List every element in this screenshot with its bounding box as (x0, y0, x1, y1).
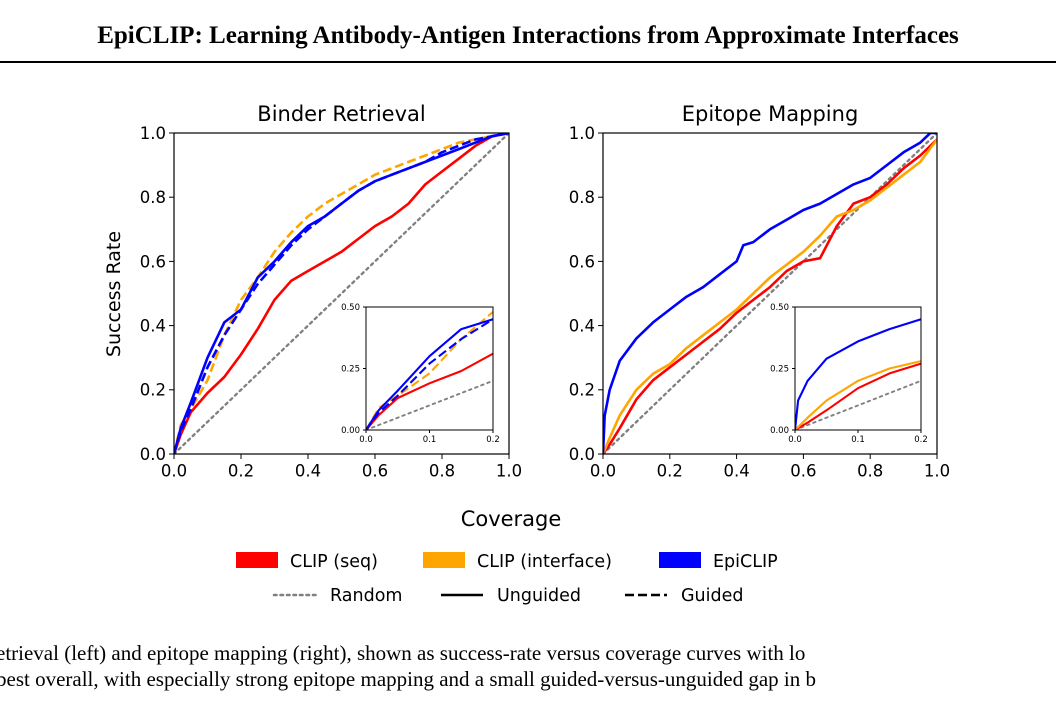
epitope-mapping-title: Epitope Mapping (682, 102, 859, 126)
binder-retrieval-inset-x-tick-label: 0.0 (359, 435, 373, 445)
header-rule (0, 61, 1056, 63)
figure-legend: CLIP (seq) CLIP (interface) EpiCLIP Random U… (236, 552, 778, 606)
binder-retrieval-panel: Binder Retrieval 0.0 0.2 0.4 0.6 0.8 1.0 0.0 0.2… (140, 102, 522, 480)
legend-swatch-epiclip (659, 552, 701, 568)
epitope-mapping-inset-x-tick-label: 0.2 (914, 435, 928, 445)
binder-retrieval-series-epiclip-guided (174, 133, 509, 454)
figure-caption: etrieval (left) and epitope mapping (rig… (0, 640, 1056, 692)
binder-retrieval-x-tick-label: 0.0 (161, 461, 187, 480)
epitope-mapping-series-clip-interface-unguided (603, 138, 937, 454)
epitope-mapping-y-tick-label: 0.8 (569, 188, 595, 207)
caption-line-1: etrieval (left) and epitope mapping (rig… (0, 641, 806, 665)
epitope-mapping-x-tick-label: 0.0 (590, 461, 616, 480)
epitope-mapping-series-random (603, 133, 937, 454)
epitope-mapping-y-tick-label: 0.4 (569, 317, 595, 336)
binder-retrieval-x-tick-label: 0.4 (295, 461, 321, 480)
binder-retrieval-inset-series-epiclip-unguided (366, 317, 493, 430)
binder-retrieval-inset-y-tick-label: 0.50 (341, 303, 360, 313)
binder-retrieval-inset-frame (365, 306, 494, 431)
binder-retrieval-series-epiclip-unguided (174, 133, 509, 454)
epitope-mapping-inset-series-clip-seq-unguided (795, 362, 921, 430)
binder-retrieval-x-tick-label: 0.2 (228, 461, 254, 480)
epitope-mapping-inset-x-tick-label: 0.0 (788, 435, 802, 445)
binder-retrieval-inset-y-tick-label: 0.25 (341, 365, 360, 375)
legend-label-unguided: Unguided (497, 586, 581, 606)
binder-retrieval-x-tick-label: 0.8 (429, 461, 455, 480)
legend-label-clip-seq: CLIP (seq) (290, 552, 378, 572)
binder-retrieval-inset-series-clip-seq-unguided (366, 352, 493, 430)
binder-retrieval-title: Binder Retrieval (257, 102, 425, 126)
epitope-mapping-x-tick-label: 0.8 (857, 461, 883, 480)
binder-retrieval-y-tick-label: 0.2 (140, 381, 166, 400)
epitope-mapping-inset-y-tick-label: 0.00 (770, 426, 789, 436)
epitope-mapping-inset-y-tick-label: 0.25 (770, 365, 789, 375)
epitope-mapping-inset-y-tick-label: 0.50 (770, 303, 789, 313)
epitope-mapping-x-tick-label: 1.0 (924, 461, 950, 480)
binder-retrieval-inset-y-tick-label: 0.00 (341, 426, 360, 436)
binder-retrieval-y-tick-label: 0.8 (140, 188, 166, 207)
binder-retrieval-series-clip-seq-unguided (174, 133, 509, 454)
binder-retrieval-y-tick-label: 1.0 (140, 124, 166, 143)
epitope-mapping-series-epiclip-unguided (603, 133, 937, 454)
binder-retrieval-inset-series-epiclip-guided (366, 318, 493, 430)
legend-label-clip-interface: CLIP (interface) (477, 552, 612, 572)
binder-retrieval-inset-series-clip-interface-guided (366, 310, 493, 430)
binder-retrieval-inset-series-random (366, 379, 493, 430)
legend-label-random: Random (330, 586, 402, 606)
binder-retrieval-series-clip-interface-guided (174, 133, 509, 454)
epitope-mapping-y-tick-label: 0.0 (569, 445, 595, 464)
epitope-mapping-inset-x-tick-label: 0.1 (851, 435, 865, 445)
binder-retrieval-y-tick-label: 0.6 (140, 252, 166, 271)
paper-running-title: EpiCLIP: Learning Antibody-Antigen Inter… (97, 22, 959, 49)
epitope-mapping-inset-series-epiclip-unguided (795, 318, 921, 430)
shared-x-axis-label: Coverage (461, 507, 562, 531)
epitope-mapping-y-tick-label: 0.2 (569, 381, 595, 400)
epitope-mapping-x-tick-label: 0.4 (723, 461, 749, 480)
binder-retrieval-inset-background (366, 307, 493, 430)
shared-y-axis-label: Success Rate (103, 231, 125, 357)
legend-swatch-clip-interface (423, 552, 465, 568)
epitope-mapping-plot-frame (602, 132, 938, 455)
epitope-mapping-y-tick-label: 1.0 (569, 124, 595, 143)
epitope-mapping-inset-series-clip-interface-unguided (795, 359, 921, 430)
binder-retrieval-series-random (174, 133, 509, 454)
binder-retrieval-y-tick-label: 0.4 (140, 317, 166, 336)
epitope-mapping-x-tick-label: 0.6 (790, 461, 816, 480)
binder-retrieval-inset-x-tick-label: 0.2 (486, 435, 500, 445)
caption-line-2: best overall, with especially strong epi… (0, 667, 816, 691)
binder-retrieval-x-tick-label: 1.0 (496, 461, 522, 480)
binder-retrieval-plot-frame (173, 132, 510, 455)
epitope-mapping-x-tick-label: 0.2 (657, 461, 683, 480)
epitope-mapping-panel: Epitope Mapping 0.0 0.2 0.4 0.6 0.8 1.0 0.0 0.2 0… (569, 102, 950, 480)
legend-label-epiclip: EpiCLIP (713, 552, 778, 572)
epitope-mapping-inset-frame (794, 306, 922, 431)
epitope-mapping-y-tick-label: 0.6 (569, 252, 595, 271)
epitope-mapping-series-clip-seq-unguided (603, 138, 937, 454)
legend-label-guided: Guided (681, 586, 744, 606)
epitope-mapping-inset-series-random (795, 379, 921, 430)
binder-retrieval-y-tick-label: 0.0 (140, 445, 166, 464)
figure-canvas: Binder Retrieval 0.0 0.2 0.4 0.6 0.8 1.0 0.0 0.2… (103, 102, 950, 606)
binder-retrieval-x-tick-label: 0.6 (362, 461, 388, 480)
binder-retrieval-inset-x-tick-label: 0.1 (423, 435, 437, 445)
legend-swatch-clip-seq (236, 552, 278, 568)
